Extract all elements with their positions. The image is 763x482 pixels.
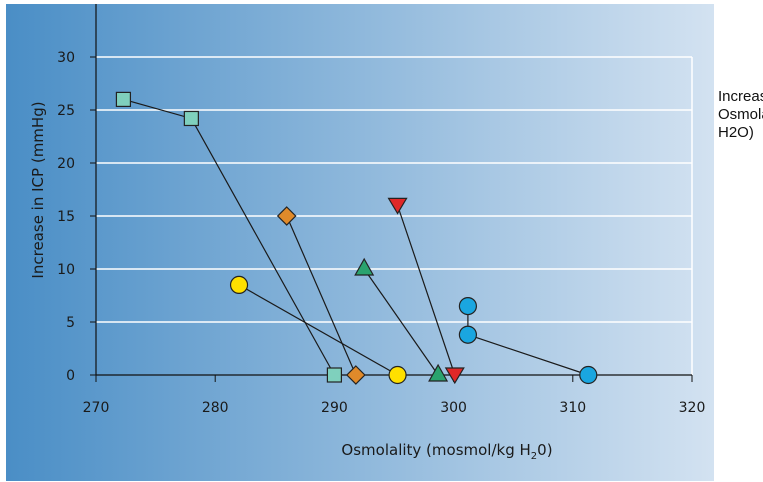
side-note-line-2: Osmolality (mosmol/kg	[718, 106, 763, 123]
x-tick-label-320: 320	[679, 400, 706, 416]
x-axis-label: Osmolality (mosmol/kg H20)	[341, 441, 552, 462]
y-tick-label-0: 0	[66, 368, 75, 384]
series-2-point-0	[229, 275, 249, 294]
series-3-point-1	[428, 363, 449, 382]
series-2-line	[238, 284, 398, 376]
series-0-point-1	[183, 110, 199, 127]
side-note-line-1: Increase in ICP vs	[718, 88, 763, 105]
series-5-point-1	[458, 325, 478, 344]
y-axis-label: Increase in ICP (mmHg)	[29, 101, 47, 278]
series-3-line	[363, 268, 439, 376]
series-0-point-2	[326, 367, 342, 383]
x-tick-label-300: 300	[440, 400, 467, 416]
series-0-point-0	[115, 91, 132, 108]
series-3-point-0	[354, 257, 375, 276]
series-4-point-1	[444, 367, 465, 385]
ticks: 0 5 10 15 20 25 30 270 280 290 300 310 320	[57, 50, 705, 416]
x-axis-label-end: 0)	[537, 441, 552, 459]
y-tick-label-20: 20	[57, 156, 75, 172]
x-axis-label-main: Osmolality (mosmol/kg H	[341, 441, 530, 459]
series-5-point-0	[458, 297, 478, 316]
plot-background	[6, 4, 714, 481]
series-1-point-0	[276, 206, 297, 226]
side-note-line-3: H2O)	[718, 124, 754, 141]
series-1-point-1	[346, 365, 366, 385]
y-tick-label-15: 15	[57, 209, 75, 225]
grid-lines	[96, 56, 693, 375]
x-tick-label-290: 290	[321, 400, 348, 416]
y-tick-label-10: 10	[57, 262, 75, 278]
series-4-line	[397, 205, 456, 376]
x-tick-label-280: 280	[202, 400, 229, 416]
x-tick-label-270: 270	[83, 400, 110, 416]
series-5-point-2	[579, 365, 598, 385]
x-tick-label-310: 310	[559, 400, 586, 416]
series-1-line	[286, 215, 357, 376]
side-note: Increase in ICP vs Osmolality (mosmol/kg…	[718, 88, 763, 142]
x-axis-label-subscript: 2	[531, 451, 537, 462]
y-tick-label-30: 30	[57, 50, 75, 66]
y-tick-label-25: 25	[57, 103, 75, 119]
y-tick-label-5: 5	[66, 315, 75, 331]
series-markers	[115, 91, 598, 385]
series-2-point-1	[388, 365, 407, 385]
series-4-point-0	[387, 197, 408, 215]
